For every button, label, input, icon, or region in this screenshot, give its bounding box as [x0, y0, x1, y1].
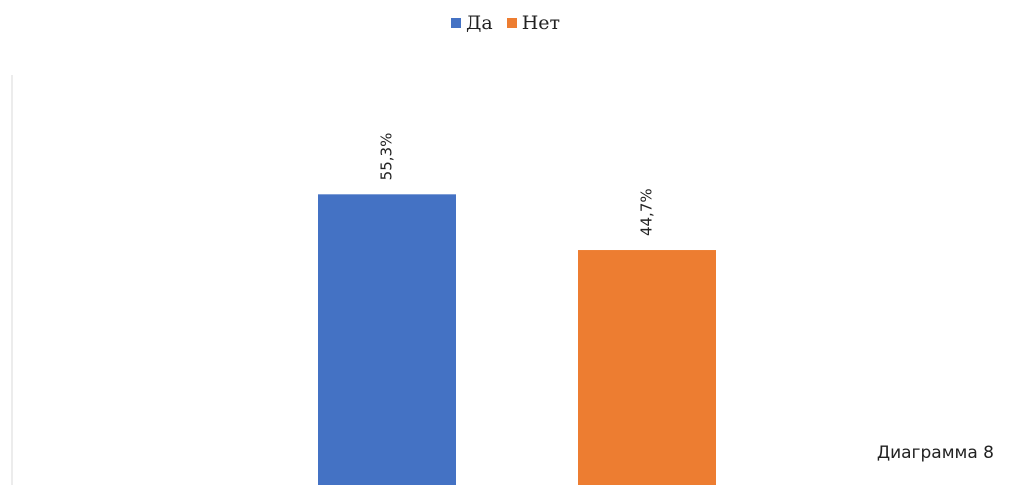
bar-net	[578, 250, 716, 485]
data-label-net: 44,7%	[638, 188, 656, 236]
legend: Да Нет	[0, 10, 1011, 36]
bar-da	[318, 194, 456, 485]
legend-swatch-da	[450, 18, 461, 28]
legend-swatch-net	[506, 18, 517, 28]
legend-item-net: Нет	[506, 12, 561, 34]
legend-item-da: Да	[450, 12, 493, 34]
legend-label-da: Да	[465, 12, 493, 34]
legend-label-net: Нет	[521, 12, 561, 34]
data-label-da: 55,3%	[378, 133, 396, 181]
chart-caption: Диаграмма 8	[876, 443, 994, 463]
